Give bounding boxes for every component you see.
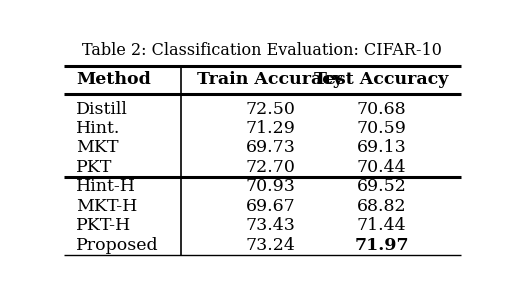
Text: MKT: MKT: [76, 140, 118, 156]
Text: 70.68: 70.68: [357, 101, 406, 118]
Text: Train Accuracy: Train Accuracy: [197, 71, 344, 88]
Text: 69.67: 69.67: [245, 198, 295, 215]
Text: Method: Method: [76, 71, 151, 88]
Text: 68.82: 68.82: [357, 198, 406, 215]
Text: 69.73: 69.73: [245, 140, 295, 156]
Text: 71.29: 71.29: [245, 120, 295, 137]
Text: 73.43: 73.43: [245, 217, 295, 234]
Text: 72.50: 72.50: [245, 101, 295, 118]
Text: 69.52: 69.52: [356, 178, 407, 195]
Text: Proposed: Proposed: [76, 237, 159, 254]
Text: 70.93: 70.93: [245, 178, 295, 195]
Text: 70.59: 70.59: [356, 120, 407, 137]
Text: PKT-H: PKT-H: [76, 217, 131, 234]
Text: 73.24: 73.24: [245, 237, 295, 254]
Text: 71.97: 71.97: [354, 237, 409, 254]
Text: Distill: Distill: [76, 101, 128, 118]
Text: PKT: PKT: [76, 159, 112, 176]
Text: 71.44: 71.44: [357, 217, 406, 234]
Text: Hint.: Hint.: [76, 120, 120, 137]
Text: MKT-H: MKT-H: [76, 198, 137, 215]
Text: Test Accuracy: Test Accuracy: [314, 71, 449, 88]
Text: 70.44: 70.44: [357, 159, 406, 176]
Text: 72.70: 72.70: [245, 159, 295, 176]
Text: 69.13: 69.13: [356, 140, 407, 156]
Text: Hint-H: Hint-H: [76, 178, 136, 195]
Text: Table 2: Classification Evaluation: CIFAR-10: Table 2: Classification Evaluation: CIFA…: [82, 42, 442, 59]
